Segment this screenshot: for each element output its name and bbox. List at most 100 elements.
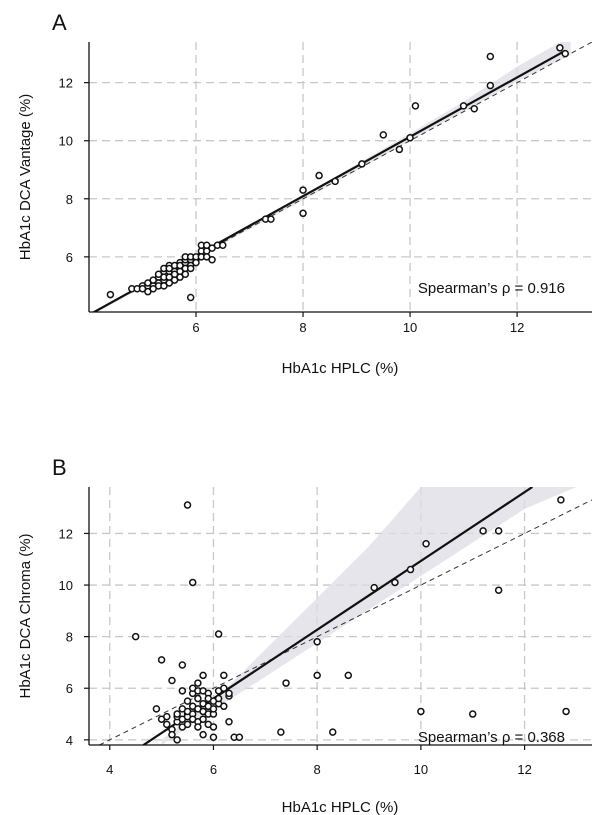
data-point: [299, 209, 307, 218]
data-point: [194, 694, 202, 703]
data-point: [395, 145, 404, 154]
data-point: [157, 656, 166, 664]
data-point: [267, 215, 275, 223]
data-point: [299, 186, 307, 194]
plot-area: [91, 42, 592, 312]
data-point: [199, 730, 207, 739]
data-point: [168, 676, 176, 685]
data-point: [313, 638, 321, 646]
panel-a: 6 8 10 12 6 8 10 12 A HbA1c HPLC (%) HbA1c DCA Van…: [17, 10, 592, 377]
data-point: [131, 632, 140, 641]
data-point: [209, 723, 218, 731]
data-point: [358, 160, 366, 168]
data-point: [391, 578, 399, 587]
data-point: [331, 177, 339, 186]
x-tick-label: 8: [314, 762, 321, 777]
y-tick-label: 6: [66, 681, 73, 696]
data-point: [181, 270, 190, 279]
y-axis-title: HbA1c DCA Vantage (%): [17, 94, 34, 260]
x-tick-label: 12: [510, 320, 524, 335]
data-point: [209, 733, 218, 742]
y-tick-label: 12: [59, 526, 73, 541]
data-point: [178, 687, 187, 695]
data-point: [152, 705, 161, 713]
data-point: [370, 583, 378, 592]
data-point: [163, 720, 171, 729]
x-tick-label: 6: [192, 320, 199, 335]
data-point: [562, 707, 570, 716]
y-tick-label: 8: [66, 630, 73, 645]
data-point: [328, 728, 337, 736]
data-point: [225, 689, 233, 698]
data-point: [313, 671, 321, 680]
data-point: [219, 241, 227, 249]
x-tick-label: 10: [403, 320, 417, 335]
x-tick-label: 8: [299, 320, 306, 335]
data-point: [494, 586, 503, 594]
data-point: [168, 730, 176, 739]
x-tick-label: 12: [517, 762, 531, 777]
data-point: [194, 679, 202, 687]
x-axis-title: HbA1c HPLC (%): [282, 799, 399, 815]
data-point: [235, 733, 244, 742]
y-tick-label: 6: [66, 250, 73, 265]
x-tick-label: 4: [106, 762, 113, 777]
data-point: [556, 44, 564, 52]
data-point: [188, 578, 197, 587]
data-point: [406, 134, 414, 142]
spearman-annotation: Spearman’s ρ = 0.916: [418, 280, 565, 297]
data-point: [209, 705, 218, 713]
x-tick-label: 10: [414, 762, 428, 777]
data-point: [173, 736, 181, 744]
data-point: [411, 102, 420, 110]
data-point: [459, 102, 468, 110]
y-tick-label: 10: [59, 578, 73, 593]
y-tick-label: 12: [59, 76, 73, 91]
data-point: [468, 710, 477, 718]
data-point: [163, 712, 171, 721]
data-point: [315, 171, 323, 180]
data-point: [220, 684, 228, 692]
panel-label: B: [52, 455, 67, 480]
data-point: [225, 718, 233, 726]
data-point: [220, 671, 228, 680]
data-point: [178, 661, 187, 669]
data-point: [186, 264, 195, 273]
data-point: [214, 694, 223, 703]
spearman-annotation: Spearman’s ρ = 0.368: [418, 729, 565, 746]
data-point: [106, 290, 115, 299]
data-point: [208, 255, 216, 264]
data-point: [417, 707, 425, 716]
panel-label: A: [52, 10, 67, 35]
data-point: [277, 728, 285, 736]
data-point: [199, 715, 207, 723]
y-tick-label: 8: [66, 192, 73, 207]
data-point: [183, 501, 192, 509]
x-tick-label: 6: [210, 762, 217, 777]
panel-b: 4 6 8 10 12 4 6 8 10 12 B HbA1c HPLC (%) HbA1c DCA C…: [17, 455, 592, 815]
data-point: [214, 630, 223, 638]
data-point: [192, 258, 200, 267]
data-point: [173, 710, 181, 718]
identity-line: [99, 499, 592, 745]
data-point: [379, 131, 388, 139]
data-point: [494, 527, 503, 535]
data-point: [199, 671, 207, 680]
data-point: [557, 496, 565, 504]
x-axis-title: HbA1c HPLC (%): [282, 360, 399, 377]
data-point: [470, 105, 479, 113]
data-point: [194, 723, 202, 731]
data-point: [183, 720, 192, 729]
data-point: [183, 697, 192, 705]
data-point: [344, 671, 353, 680]
confidence-band: [91, 42, 571, 312]
data-point: [406, 565, 415, 574]
data-point: [486, 52, 495, 61]
data-point: [220, 702, 228, 711]
data-point: [186, 293, 195, 302]
y-axis-title: HbA1c DCA Chroma (%): [17, 533, 34, 698]
data-point: [486, 81, 495, 90]
data-point: [561, 49, 569, 58]
data-point: [282, 679, 290, 687]
